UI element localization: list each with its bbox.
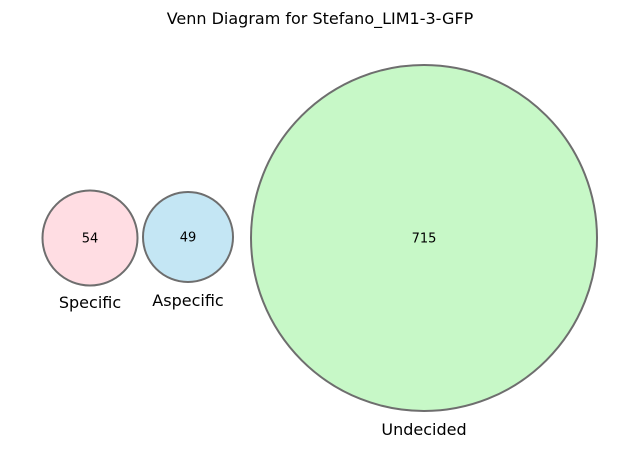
set-specific-circle [41,189,139,287]
set-specific-label: Specific [59,293,121,312]
set-undecided-circle [250,64,598,412]
set-aspecific-count: 49 [180,231,197,246]
set-specific: 54 Specific [41,189,139,312]
set-aspecific: 49 Aspecific [142,191,234,310]
set-undecided: 715 Undecided [250,64,598,439]
set-aspecific-circle [142,191,234,283]
set-undecided-count: 715 [412,232,437,247]
set-undecided-label: Undecided [381,420,466,439]
diagram-title: Venn Diagram for Stefano_LIM1-3-GFP [167,9,474,29]
set-specific-count: 54 [82,232,99,247]
set-aspecific-label: Aspecific [152,291,223,310]
